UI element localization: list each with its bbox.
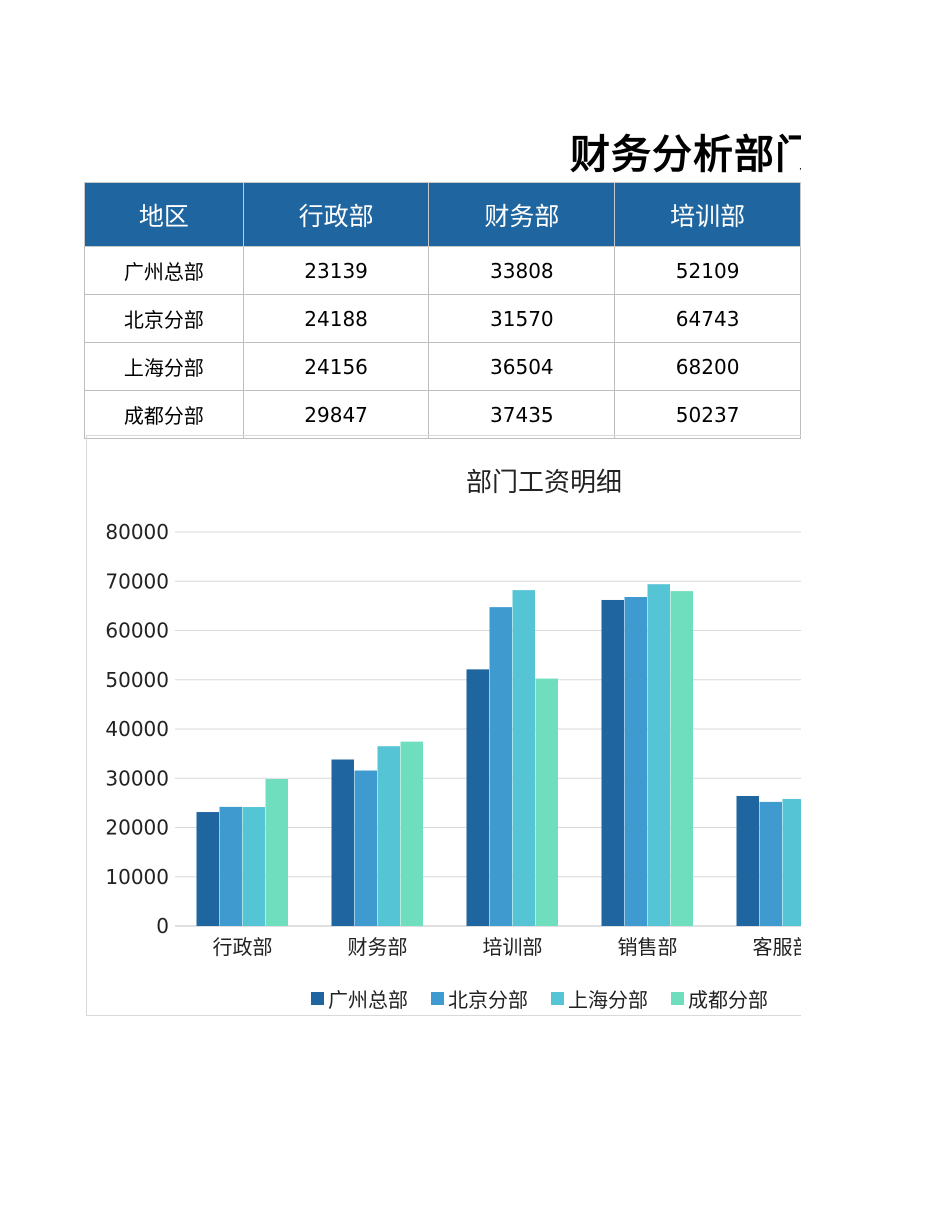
y-tick-label: 70000 [105, 569, 169, 593]
bar [782, 798, 801, 926]
table-cell: 37435 [428, 390, 616, 439]
legend-swatch [431, 992, 444, 1005]
y-tick-label: 50000 [105, 668, 169, 692]
table-row: 北京分部 24188 31570 64743 [84, 294, 801, 343]
x-tick-label: 培训部 [483, 935, 543, 959]
legend-label: 成都分部 [688, 988, 768, 1012]
x-tick-label: 客服部 [753, 935, 802, 959]
header-cell: 财务部 [428, 182, 616, 247]
y-tick-label: 60000 [105, 619, 169, 643]
bar [354, 770, 377, 926]
data-table: 地区 行政部 财务部 培训部 广州总部 23139 33808 52109 北京分部 24… [84, 182, 801, 439]
header-cell: 地区 [84, 182, 244, 247]
table-cell: 23139 [242, 246, 430, 295]
bar [219, 806, 242, 926]
table-cell: 上海分部 [84, 342, 244, 391]
bar [601, 599, 624, 926]
legend-label: 北京分部 [448, 988, 528, 1012]
legend-label: 上海分部 [568, 988, 648, 1012]
table-cell: 广州总部 [84, 246, 244, 295]
header-cell: 培训部 [614, 182, 801, 247]
table-cell: 成都分部 [84, 390, 244, 439]
x-tick-label: 行政部 [213, 935, 273, 959]
bar [670, 591, 693, 926]
table-row: 上海分部 24156 36504 68200 [84, 342, 801, 391]
bar [647, 584, 670, 926]
bar [624, 597, 647, 926]
table-cell: 50237 [614, 390, 801, 439]
y-tick-label: 10000 [105, 865, 169, 889]
chart: 部门工资明细 0 10000 20000 30000 40000 50000 60000 700… [86, 435, 801, 1016]
sheet-area: 财务分析部门 地区 行政部 财务部 培训部 广州总部 23139 33808 5210… [84, 132, 801, 1016]
table-cell: 36504 [428, 342, 616, 391]
table-cell: 24156 [242, 342, 430, 391]
bar [535, 678, 558, 926]
bar [265, 779, 288, 926]
bar [400, 741, 423, 926]
bar [759, 801, 782, 926]
chart-svg: 部门工资明细 0 10000 20000 30000 40000 50000 60000 700… [105, 468, 802, 1012]
y-tick-label: 80000 [105, 520, 169, 544]
legend-label: 广州总部 [328, 988, 408, 1012]
y-tick-label: 20000 [105, 816, 169, 840]
sheet-title: 财务分析部门 [570, 132, 801, 178]
table-header-row: 地区 行政部 财务部 培训部 [84, 182, 801, 247]
x-tick-label: 销售部 [618, 935, 678, 959]
table-cell: 68200 [614, 342, 801, 391]
table-cell: 北京分部 [84, 294, 244, 343]
bar [196, 812, 219, 926]
x-tick-label: 财务部 [348, 935, 408, 959]
header-cell: 行政部 [242, 182, 430, 247]
table-cell: 24188 [242, 294, 430, 343]
bar [242, 807, 265, 926]
bar [466, 669, 489, 926]
chart-title: 部门工资明细 [466, 468, 622, 498]
table-cell: 64743 [614, 294, 801, 343]
y-tick-label: 0 [156, 914, 169, 938]
legend-swatch [311, 992, 324, 1005]
legend-swatch [551, 992, 564, 1005]
bar [736, 795, 759, 926]
table-cell: 31570 [428, 294, 616, 343]
y-tick-label: 40000 [105, 717, 169, 741]
y-tick-label: 30000 [105, 766, 169, 790]
bar [489, 607, 512, 926]
table-row: 成都分部 29847 37435 50237 [84, 390, 801, 439]
table-cell: 33808 [428, 246, 616, 295]
bar [512, 590, 535, 926]
table-cell: 29847 [242, 390, 430, 439]
table-cell: 52109 [614, 246, 801, 295]
legend-swatch [671, 992, 684, 1005]
table-row: 广州总部 23139 33808 52109 [84, 246, 801, 295]
bar [377, 746, 400, 926]
bar [331, 759, 354, 926]
